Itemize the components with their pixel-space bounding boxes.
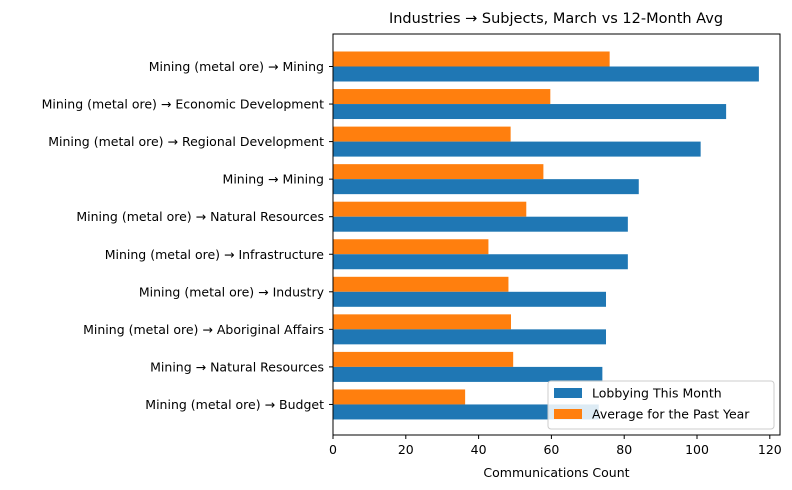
category-label: Mining → Natural Resources: [150, 359, 324, 374]
bar-average: [333, 351, 514, 367]
bar-average: [333, 389, 466, 405]
category-label: Mining → Mining: [223, 172, 324, 187]
category-label: Mining (metal ore) → Regional Developmen…: [48, 134, 324, 149]
bar-average: [333, 276, 509, 292]
legend: Lobbying This Month Average for the Past …: [547, 380, 775, 430]
x-tick-label: 60: [543, 442, 559, 457]
category-label: Mining (metal ore) → Infrastructure: [105, 247, 325, 262]
x-axis-label: Communications Count: [483, 465, 629, 480]
bar-this-month: [333, 216, 628, 232]
x-tick-label: 0: [329, 442, 337, 457]
x-tick-label: 80: [616, 442, 632, 457]
legend-label: Average for the Past Year: [592, 407, 750, 422]
bar-this-month: [333, 329, 607, 345]
legend-box: [547, 380, 775, 430]
category-label: Mining (metal ore) → Aboriginal Affairs: [83, 322, 324, 337]
plot-frame: [332, 33, 781, 436]
category-label: Mining (metal ore) → Economic Developmen…: [42, 97, 324, 112]
category-label: Mining (metal ore) → Mining: [149, 59, 324, 74]
category-label: Mining (metal ore) → Industry: [139, 284, 325, 299]
bar-this-month: [333, 404, 599, 420]
bar-this-month: [333, 66, 759, 82]
legend-swatch: [554, 409, 582, 419]
bar-this-month: [333, 141, 701, 157]
bar-average: [333, 164, 544, 180]
bar-this-month: [333, 254, 628, 270]
bar-average: [333, 89, 551, 105]
legend-label: Lobbying This Month: [592, 386, 722, 401]
x-axis-ticks: 0 20 40 60 80 100 120: [329, 435, 782, 457]
x-tick-label: 100: [685, 442, 709, 457]
legend-swatch: [554, 388, 582, 398]
bars-layer: [333, 51, 759, 420]
bar-this-month: [333, 366, 603, 382]
bar-average: [333, 239, 489, 255]
bar-average: [333, 201, 527, 217]
bar-this-month: [333, 104, 727, 120]
x-tick-label: 20: [398, 442, 414, 457]
x-tick-label: 120: [758, 442, 782, 457]
chart-title: Industries → Subjects, March vs 12-Month…: [389, 11, 723, 27]
x-tick-label: 40: [471, 442, 487, 457]
bar-average: [333, 126, 511, 142]
bar-this-month: [333, 179, 639, 195]
bar-average: [333, 314, 511, 330]
category-label: Mining (metal ore) → Budget: [145, 397, 324, 412]
bar-average: [333, 51, 610, 67]
category-label: Mining (metal ore) → Natural Resources: [76, 209, 324, 224]
bar-this-month: [333, 291, 607, 307]
category-labels: Mining (metal ore) → Mining Mining (metal…: [42, 59, 333, 412]
